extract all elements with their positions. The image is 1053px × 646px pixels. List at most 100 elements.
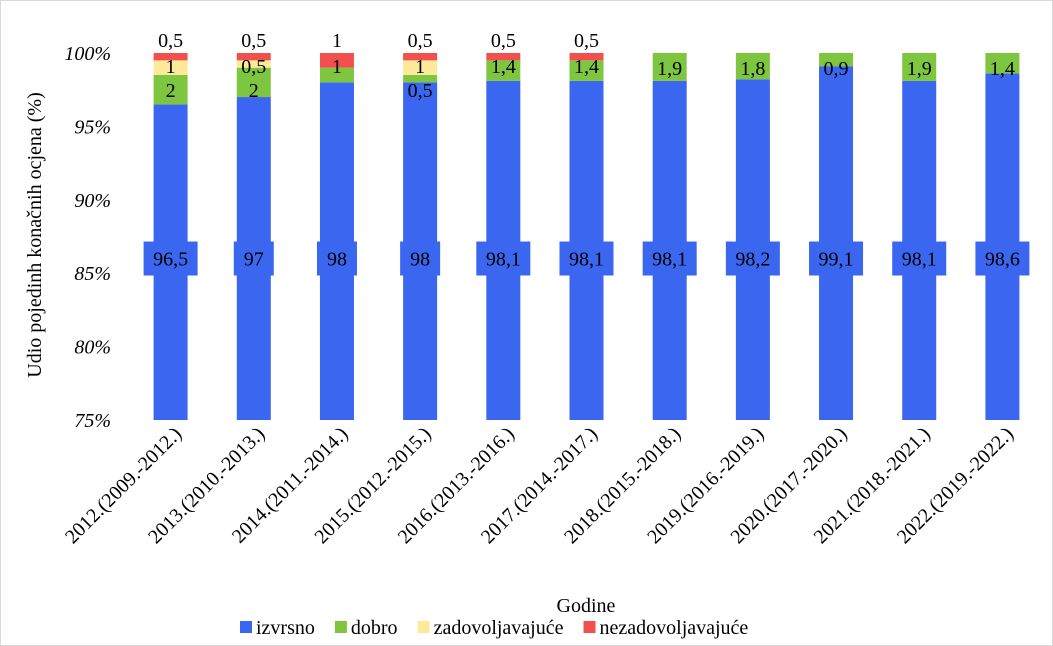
x-axis: 2012.(2009.-2012.)2013.(2010.-2013.)2014… [61,423,1018,548]
data-label: 0,5 [241,56,266,78]
bar-segment-dobro [819,53,854,67]
bar-group [735,53,770,420]
bar-segment-nezadovoljavajuće [569,53,604,61]
data-label-box [725,241,780,276]
bar-segment-dobro [153,75,188,105]
legend-item-dobro: dobro [334,617,398,639]
bar-segment-dobro [902,53,937,81]
bar-group [902,53,937,420]
legend-swatch [417,621,430,633]
legend-label: zadovoljavajuće [434,617,564,639]
data-label: 0,5 [574,30,599,52]
bar-segment-zadovoljavajuće [236,60,271,68]
bar-segment-dobro [735,53,770,80]
bar-segment-nezadovoljavajuće [319,53,354,68]
bar-group [985,53,1020,420]
bar-group [652,53,687,420]
data-label: 2 [249,80,259,102]
bar-group [403,53,438,421]
y-tick-label: 100% [64,43,111,65]
data-label: 1 [332,30,342,52]
bar-segment-dobro [319,67,354,83]
data-label: 98 [327,249,347,271]
bar-segment-nezadovoljavajuće [236,53,271,61]
legend-item-izvrsno: izvrsno [240,617,315,639]
y-axis: 75% 80% 85% 90% 95% 100% [64,43,111,432]
data-label: 97 [244,249,264,271]
y-tick-label: 80% [74,337,111,359]
data-label-box [233,241,274,276]
data-label: 98,1 [902,249,937,271]
data-label: 1 [415,56,425,78]
bar-segment-dobro [486,60,521,81]
data-label: 1,4 [491,56,516,78]
data-label: 1 [332,56,342,78]
data-label: 0,5 [241,30,266,52]
bar-segment-dobro [569,60,604,81]
data-label: 98,6 [985,249,1020,271]
x-axis-title: Godine [557,595,616,617]
bar-group [819,53,854,420]
y-tick-label: 85% [74,263,111,285]
bar-group [153,53,188,420]
data-label-box [559,241,614,276]
legend-item-nezadovoljavajuće: nezadovoljavajuće [583,617,749,639]
data-label: 0,5 [491,30,516,52]
y-tick-label: 75% [74,410,111,432]
bar-segment-nezadovoljavajuće [486,53,521,61]
data-label-box [809,241,864,276]
data-label: 1,9 [907,58,932,80]
data-label: 0,5 [408,80,433,102]
y-tick-label: 95% [74,116,111,138]
legend-swatch [334,621,347,633]
y-tick-label: 90% [74,190,111,212]
data-label: 0,5 [408,30,433,52]
data-label: 99,1 [819,249,854,271]
legend-label: dobro [351,617,398,639]
data-label: 1,9 [657,58,682,80]
legend-swatch [583,621,596,633]
data-label-box [892,241,947,276]
data-label: 98 [410,249,430,271]
data-label: 96,5 [153,249,188,271]
legend-item-zadovoljavajuće: zadovoljavajuće [417,617,564,639]
data-label-box [316,241,357,276]
data-label-box [642,241,697,276]
bar-group [236,53,271,420]
legend: izvrsno dobro zadovoljavajuće nezadovoljava… [240,617,748,639]
bar-segment-dobro [985,53,1020,74]
data-label-box [476,241,531,276]
bar-segment-dobro [652,53,687,81]
data-label: 0,9 [824,58,849,80]
legend-label: izvrsno [256,617,315,639]
data-label: 1,4 [574,56,599,78]
bars: 96,50,512970,50,529811980,510,598,10,51,… [143,30,1030,421]
data-label: 98,1 [486,249,521,271]
bar-group [319,53,354,421]
data-label-box [400,241,441,276]
bar-segment-zadovoljavajuće [153,60,188,76]
bar-segment-dobro [403,75,438,83]
data-label: 1,8 [740,58,765,80]
bar-group [569,53,604,420]
data-label: 2 [166,80,176,102]
bar-group [486,53,521,420]
data-label: 1,4 [990,58,1015,80]
data-label-box [975,241,1030,276]
data-label: 0,5 [158,30,183,52]
bar-segment-nezadovoljavajuće [153,53,188,61]
data-labels: 96,50,512970,50,529811980,510,598,10,51,… [143,30,1030,276]
bar-segment-dobro [236,67,271,98]
data-label: 1 [166,56,176,78]
y-axis-title: Udio pojedinh konačnih ocjena (%) [24,92,46,377]
legend-swatch [240,621,252,633]
bar-segment-zadovoljavajuće [403,60,438,76]
data-label-box [143,241,198,276]
legend-label: nezadovoljavajuće [600,617,749,639]
bar-segment-nezadovoljavajuće [403,53,438,61]
data-label: 98,1 [652,249,687,271]
data-label: 98,2 [735,249,770,271]
data-label: 98,1 [569,249,604,271]
